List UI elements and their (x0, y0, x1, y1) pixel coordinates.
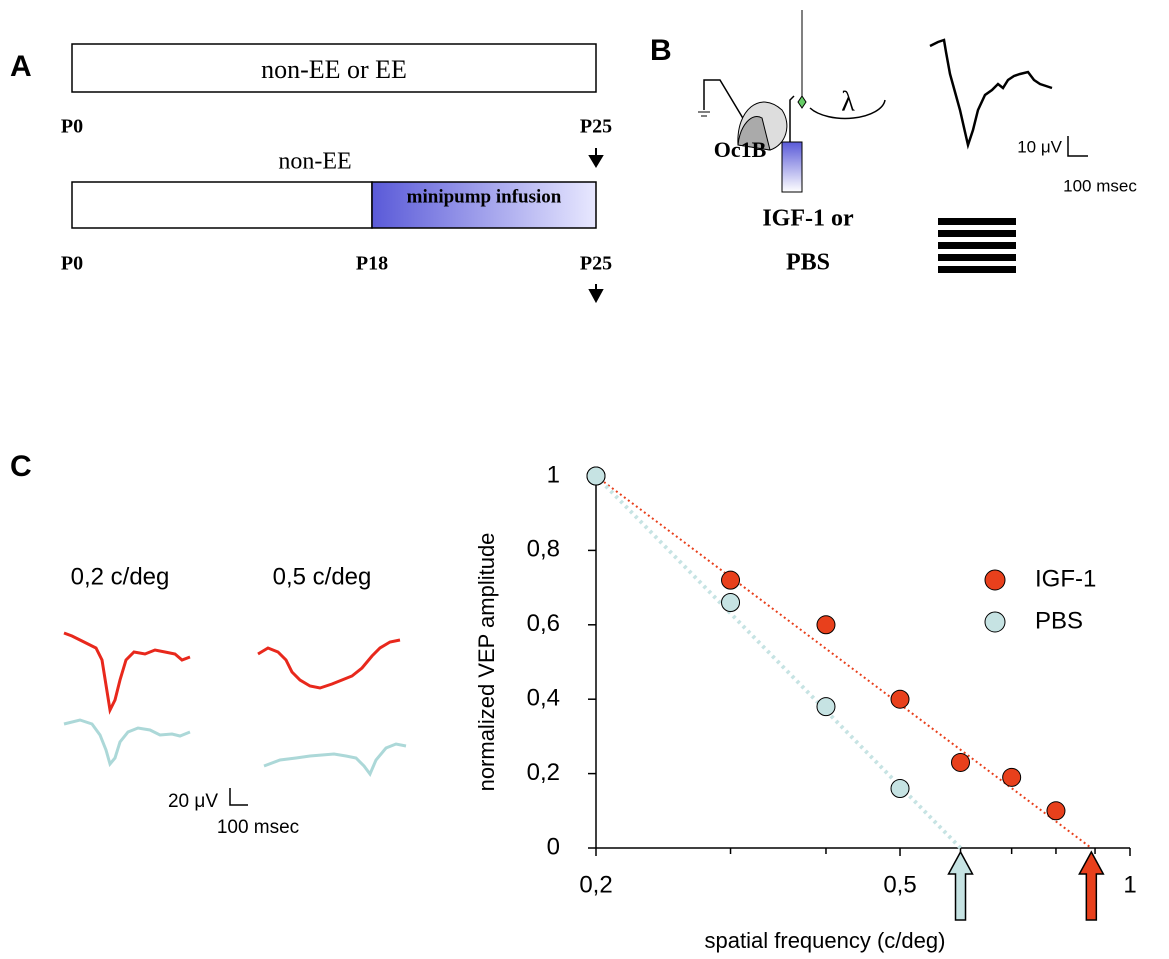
vep-trace (63, 631, 191, 715)
electrode-tip (797, 95, 807, 109)
y-tick-label: 0,2 (527, 759, 560, 786)
y-tick-label: 1 (547, 461, 560, 488)
y-tick-label: 0 (547, 833, 560, 860)
frequency-label: 0,5 c/deg (273, 563, 372, 590)
lambda: λ (841, 86, 855, 117)
infusion-label: minipump infusion (407, 186, 562, 207)
y-tick-label: 0,4 (527, 685, 560, 712)
arrow (588, 148, 604, 168)
panel-label: C (10, 450, 32, 483)
drug-label: IGF-1 or (762, 206, 854, 232)
frequency-label: 0,2 c/deg (71, 563, 170, 590)
legend-label: IGF-1 (1035, 565, 1096, 592)
data-point (721, 570, 741, 590)
age-label: P25 (580, 253, 612, 275)
cannula (789, 95, 795, 142)
y-axis-label: normalized VEP amplitude (474, 533, 499, 792)
scale-label: 10 μV (1017, 137, 1062, 156)
vep-trace (257, 638, 401, 690)
vep-trace (929, 38, 1053, 150)
data-point (721, 592, 741, 612)
data-point (816, 697, 836, 717)
bar-title: non-EE (278, 149, 351, 175)
legend-marker (984, 569, 1006, 591)
timeline-bar (71, 43, 597, 93)
minipump (781, 141, 803, 193)
scale-bar (1067, 136, 1088, 157)
age-label: P18 (356, 253, 388, 275)
electrode (703, 79, 745, 121)
data-point (890, 689, 910, 709)
data-point (1002, 767, 1022, 787)
arrow (588, 284, 604, 304)
x-tick-label: 0,2 (579, 871, 612, 898)
age-label: P0 (61, 253, 83, 275)
x-tick-label: 1 (1123, 871, 1136, 898)
grating (938, 218, 1016, 276)
legend-marker (984, 611, 1006, 633)
data-point (586, 466, 606, 486)
stimulus-arc (809, 99, 886, 120)
vep-trace (63, 718, 191, 768)
acuity-arrow (947, 850, 974, 921)
scale-bar (229, 788, 248, 806)
panel-label: A (10, 50, 32, 83)
data-point (1046, 801, 1066, 821)
panel-a: A non-EE or EE P0 P25 non-EE minipump in… (10, 43, 612, 304)
x-axis-label: spatial frequency (c/deg) (705, 928, 946, 953)
panel-b: B λ Oc1B IGF-1 or PBS 10 μV 100 msec (650, 10, 1137, 276)
bar-label: non-EE or EE (261, 55, 407, 84)
data-point (890, 778, 910, 798)
age-label: P25 (580, 116, 612, 138)
y-tick-label: 0,6 (527, 610, 560, 637)
infusion-bar (371, 181, 597, 229)
ground (698, 111, 710, 117)
age-label: P0 (61, 116, 83, 138)
panel-label: B (650, 34, 672, 67)
drug-label: PBS (786, 250, 830, 276)
data-point (816, 615, 836, 635)
site-label: Oc1B (714, 137, 767, 162)
brain-cortex (737, 116, 771, 151)
data-point (951, 752, 971, 772)
acuity-arrow (1078, 850, 1105, 921)
scale-label: 100 msec (1063, 176, 1137, 195)
x-tick-label: 0,5 (883, 871, 916, 898)
scale-label: 100 msec (217, 817, 299, 838)
panel-c: C 0,2 c/deg 0,5 c/deg 20 μV 100 msec (10, 450, 407, 838)
timeline-bar (71, 181, 373, 229)
chart: spatial frequency (c/deg) normalized VEP… (474, 461, 1137, 952)
legend-label: PBS (1035, 607, 1083, 634)
y-tick-label: 0,8 (527, 536, 560, 563)
fit-line (595, 475, 1092, 849)
vep-trace (263, 742, 407, 777)
scale-label: 20 μV (168, 791, 218, 812)
